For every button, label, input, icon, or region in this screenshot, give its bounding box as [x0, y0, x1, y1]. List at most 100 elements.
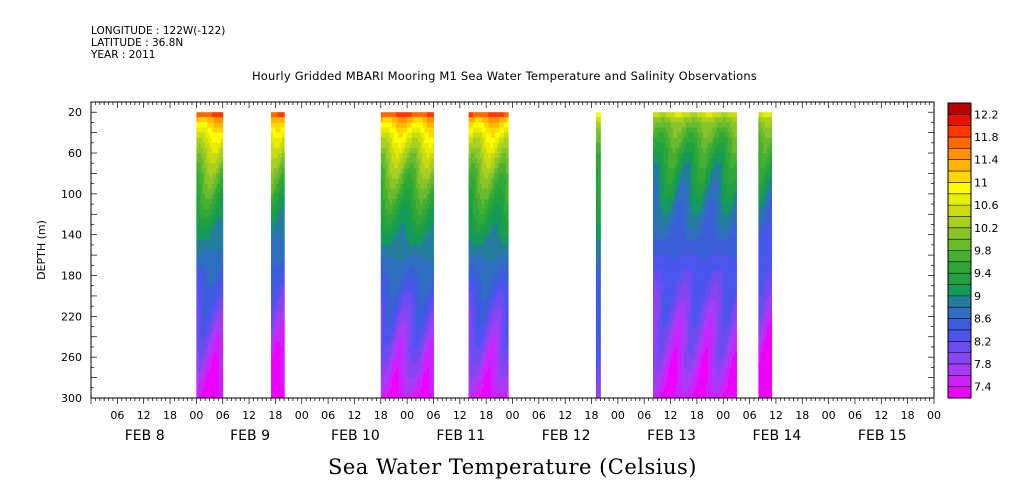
temperature-cell: [685, 214, 689, 220]
temperature-cell: [479, 265, 483, 271]
temperature-cell: [271, 204, 274, 210]
temperature-cell: [475, 198, 478, 205]
temperature-cell: [657, 239, 661, 246]
temperature-cell: [393, 153, 397, 159]
temperature-cell: [281, 260, 285, 266]
temperature-cell: [281, 341, 285, 348]
temperature-cell: [411, 311, 415, 317]
temperature-cell: [497, 270, 500, 277]
temperature-cell: [400, 321, 404, 328]
temperature-cell: [205, 234, 208, 241]
temperature-cell: [431, 234, 434, 241]
temperature-cell: [398, 209, 402, 215]
temperature-cell: [470, 382, 474, 389]
temperature-cell: [657, 306, 661, 312]
temperature-cell: [431, 198, 434, 205]
temperature-cell: [694, 224, 698, 231]
temperature-cell: [486, 183, 489, 190]
temperature-cell: [481, 163, 485, 169]
temperature-cell: [685, 295, 689, 302]
temperature-cell: [431, 158, 434, 164]
temperature-cell: [198, 117, 202, 123]
temperature-cell: [415, 295, 419, 302]
temperature-cell: [483, 198, 487, 205]
temperature-cell: [396, 132, 399, 139]
temperature-cell: [271, 346, 274, 353]
temperature-cell: [271, 301, 274, 307]
temperature-cell: [418, 346, 421, 353]
temperature-cell: [431, 316, 434, 322]
temperature-cell: [653, 198, 656, 205]
temperature-cell: [683, 163, 687, 169]
temperature-cell: [677, 260, 680, 266]
temperature-cell: [404, 382, 408, 389]
temperature-cell: [275, 229, 279, 236]
temperature-cell: [200, 265, 204, 271]
temperature-cell: [213, 250, 217, 256]
temperature-cell: [218, 158, 222, 164]
temperature-cell: [429, 275, 432, 282]
temperature-cell: [218, 341, 222, 348]
temperature-cell: [727, 250, 731, 256]
temperature-cell: [402, 357, 406, 363]
temperature-cell: [281, 295, 285, 302]
temperature-cell: [692, 260, 696, 266]
temperature-cell: [716, 188, 720, 195]
temperature-cell: [389, 341, 393, 348]
temperature-cell: [213, 295, 217, 302]
temperature-cell: [475, 137, 478, 144]
temperature-cell: [396, 214, 399, 220]
temperature-cell: [220, 346, 224, 353]
temperature-cell: [701, 158, 704, 164]
temperature-cell: [391, 147, 395, 154]
temperature-cell: [216, 377, 219, 384]
temperature-cell: [494, 117, 498, 123]
temperature-cell: [205, 132, 208, 139]
temperature-cell: [275, 153, 279, 159]
temperature-cell: [468, 326, 472, 333]
temperature-cell: [499, 117, 503, 123]
temperature-cell: [494, 173, 498, 180]
temperature-cell: [273, 316, 276, 322]
temperature-cell: [387, 173, 391, 180]
temperature-cell: [481, 229, 485, 236]
temperature-cell: [211, 382, 215, 389]
temperature-cell: [205, 198, 208, 205]
temperature-cell: [670, 173, 674, 180]
temperature-cell: [714, 260, 718, 266]
temperature-cell: [725, 244, 729, 251]
temperature-cell: [699, 209, 702, 215]
temperature-cell: [472, 219, 476, 225]
temperature-cell: [505, 357, 509, 363]
temperature-cell: [497, 137, 500, 144]
temperature-cell: [696, 188, 700, 195]
temperature-cell: [389, 112, 393, 118]
temperature-cell: [389, 127, 393, 134]
temperature-cell: [734, 229, 737, 236]
temperature-cell: [721, 209, 724, 215]
observation-block: [653, 112, 737, 399]
temperature-cell: [418, 173, 421, 180]
temperature-cell: [729, 163, 733, 169]
temperature-cell: [424, 306, 428, 312]
temperature-cell: [598, 387, 601, 394]
temperature-cell: [218, 168, 222, 174]
temperature-cell: [688, 285, 691, 292]
temperature-cell: [483, 255, 487, 261]
temperature-cell: [281, 301, 285, 307]
temperature-cell: [202, 112, 206, 118]
temperature-cell: [426, 377, 430, 384]
temperature-cell: [732, 250, 735, 256]
temperature-cell: [655, 275, 658, 282]
temperature-cell: [505, 301, 509, 307]
temperature-cell: [661, 301, 665, 307]
temperature-cell: [477, 214, 481, 220]
temperature-cell: [271, 168, 274, 174]
temperature-cell: [209, 153, 213, 159]
temperature-cell: [718, 173, 722, 180]
temperature-cell: [716, 280, 720, 287]
temperature-cell: [488, 255, 492, 261]
temperature-cell: [404, 377, 408, 384]
temperature-cell: [200, 326, 204, 333]
temperature-cell: [418, 270, 421, 277]
